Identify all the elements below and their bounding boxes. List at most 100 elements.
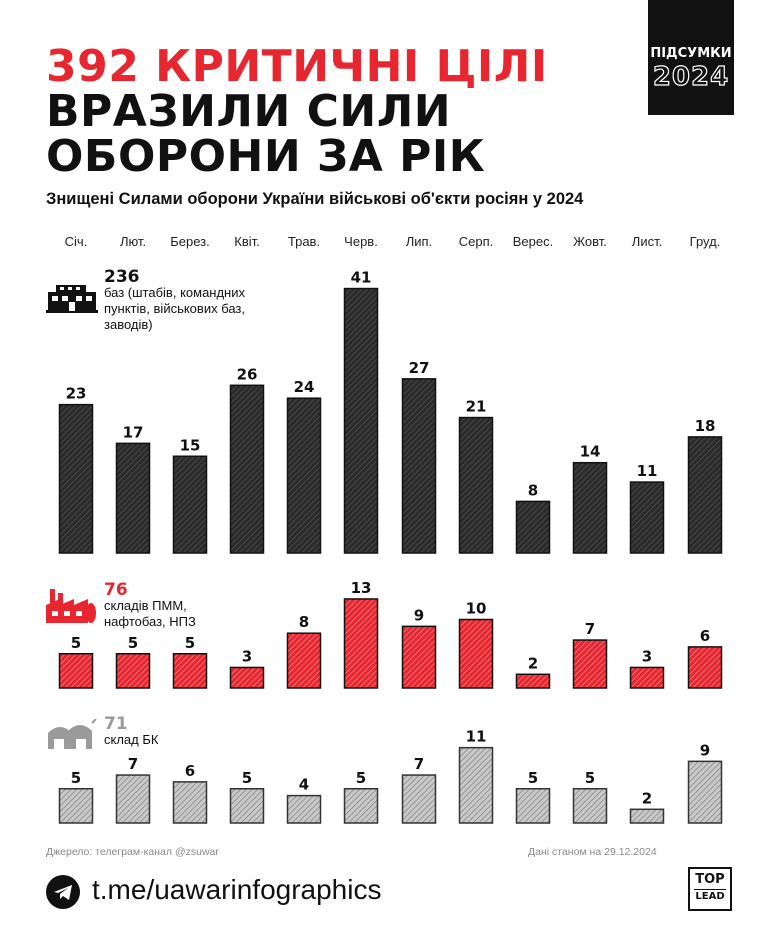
bar-value-label: 5 [185,634,195,652]
bar-value-label: 15 [180,436,201,454]
bar-value-label: 7 [585,620,595,638]
bar-ammo [286,794,322,824]
bar-value-label: 13 [351,579,372,597]
desc-line: склад БК [104,732,159,747]
month-label: Груд. [690,234,721,249]
month-label: Лист. [632,234,662,249]
chart-subtitle: Знищені Силами оборони України військові… [46,190,584,208]
bar-fuel [115,653,151,689]
bar-fuel [515,673,551,689]
bar-value-label: 23 [66,385,87,403]
desc-line: нафтобаз, НПЗ [104,614,196,629]
bar-bases [115,442,151,554]
logo-bottom: LEAD [694,889,726,902]
month-label: Лют. [120,234,146,249]
warehouse-icon [46,718,98,756]
bar-value-label: 9 [414,606,424,624]
bar-fuel [172,653,208,689]
bar-fuel [401,625,437,689]
bar-value-label: 5 [585,769,595,787]
series-fuel: 5 5 5 3 8 13 9 10 2 7 3 6 [58,579,723,689]
bar-value-label: 7 [128,755,138,773]
bar-ammo [401,774,437,824]
bar-ammo [572,788,608,824]
fuel-total: 76 [104,580,128,600]
desc-line: пунктів, військових баз, [104,301,246,316]
bar-bases [572,461,608,554]
badge-year: 2024 [652,61,730,92]
bar-value-label: 21 [466,398,487,416]
bar-value-label: 9 [700,741,710,759]
title-highlight: 392 КРИТИЧНІ ЦІЛІ [46,41,548,92]
page-title: 392 КРИТИЧНІ ЦІЛІ ВРАЗИЛИ СИЛИ ОБОРОНИ З… [46,44,548,179]
bar-value-label: 4 [299,776,309,794]
bar-bases [515,500,551,554]
bar-value-label: 17 [123,423,144,441]
bar-value-label: 5 [356,769,366,787]
telegram-icon[interactable] [46,875,80,909]
bar-fuel [58,653,94,689]
bar-ammo [458,746,494,824]
month-label: Квіт. [234,234,260,249]
telegram-link[interactable]: t.me/uawarinfographics [92,874,382,905]
bar-value-label: 24 [294,378,315,396]
bar-fuel [458,618,494,689]
bar-bases [458,416,494,554]
month-label: Жовт. [573,234,607,249]
bar-value-label: 7 [414,755,424,773]
bar-value-label: 11 [637,462,658,480]
bar-fuel [572,639,608,689]
bar-value-label: 5 [71,634,81,652]
bar-ammo [343,788,379,824]
bar-bases [629,481,665,554]
bar-value-label: 5 [71,769,81,787]
month-label: Лип. [406,234,432,249]
month-label: Трав. [288,234,320,249]
month-label: Верес. [513,234,553,249]
bar-value-label: 2 [642,789,652,807]
bar-bases [229,384,265,554]
summary-badge: ПІДСУМКИ 2024 [648,0,734,115]
bar-value-label: 18 [695,417,716,435]
bar-value-label: 5 [242,769,252,787]
desc-line: баз (штабів, командних [104,285,246,300]
month-label: Серп. [459,234,494,249]
series-ammo: 5 7 6 5 4 5 7 11 5 5 2 9 [58,728,723,824]
desc-line: заводів) [104,317,153,332]
bar-bases [401,378,437,554]
bar-value-label: 11 [466,728,487,746]
bar-ammo [515,788,551,824]
logo-top: TOP [695,872,725,887]
bar-value-label: 27 [409,359,430,377]
bases-total: 236 [104,267,140,287]
badge-label: ПІДСУМКИ [650,46,732,61]
bar-bases [687,436,723,554]
bar-bases [172,455,208,554]
bar-ammo [172,781,208,824]
bar-value-label: 3 [642,647,652,665]
bar-value-label: 3 [242,647,252,665]
month-labels: Січ. Лют. Берез. Квіт. Трав. Черв. Лип. Серп. Ве… [65,234,721,249]
month-label: Берез. [170,234,210,249]
ammo-description: склад БК [104,732,158,748]
bar-value-label: 2 [528,654,538,672]
title-line-3: ОБОРОНИ ЗА РІК [46,131,486,182]
month-label: Січ. [65,234,88,249]
bar-fuel [286,632,322,689]
bar-value-label: 6 [185,762,195,780]
top-lead-logo: TOP LEAD [688,867,732,911]
bar-bases [343,287,379,554]
bar-ammo [58,788,94,824]
bar-ammo [687,760,723,824]
bar-chart: Січ. Лют. Берез. Квіт. Трав. Черв. Лип. Серп. Ве… [58,234,723,824]
bar-fuel [229,666,265,689]
bar-value-label: 8 [528,481,538,499]
bar-value-label: 10 [466,600,487,618]
bar-value-label: 26 [237,365,258,383]
title-line-2: ВРАЗИЛИ СИЛИ [46,86,452,137]
factory-icon [46,587,96,630]
source-note: Джерело: телеграм-канал @zsuwar [46,846,219,858]
building-icon [46,282,98,319]
bar-ammo [229,788,265,824]
bases-description: баз (штабів, командних пунктів, військов… [104,285,245,333]
